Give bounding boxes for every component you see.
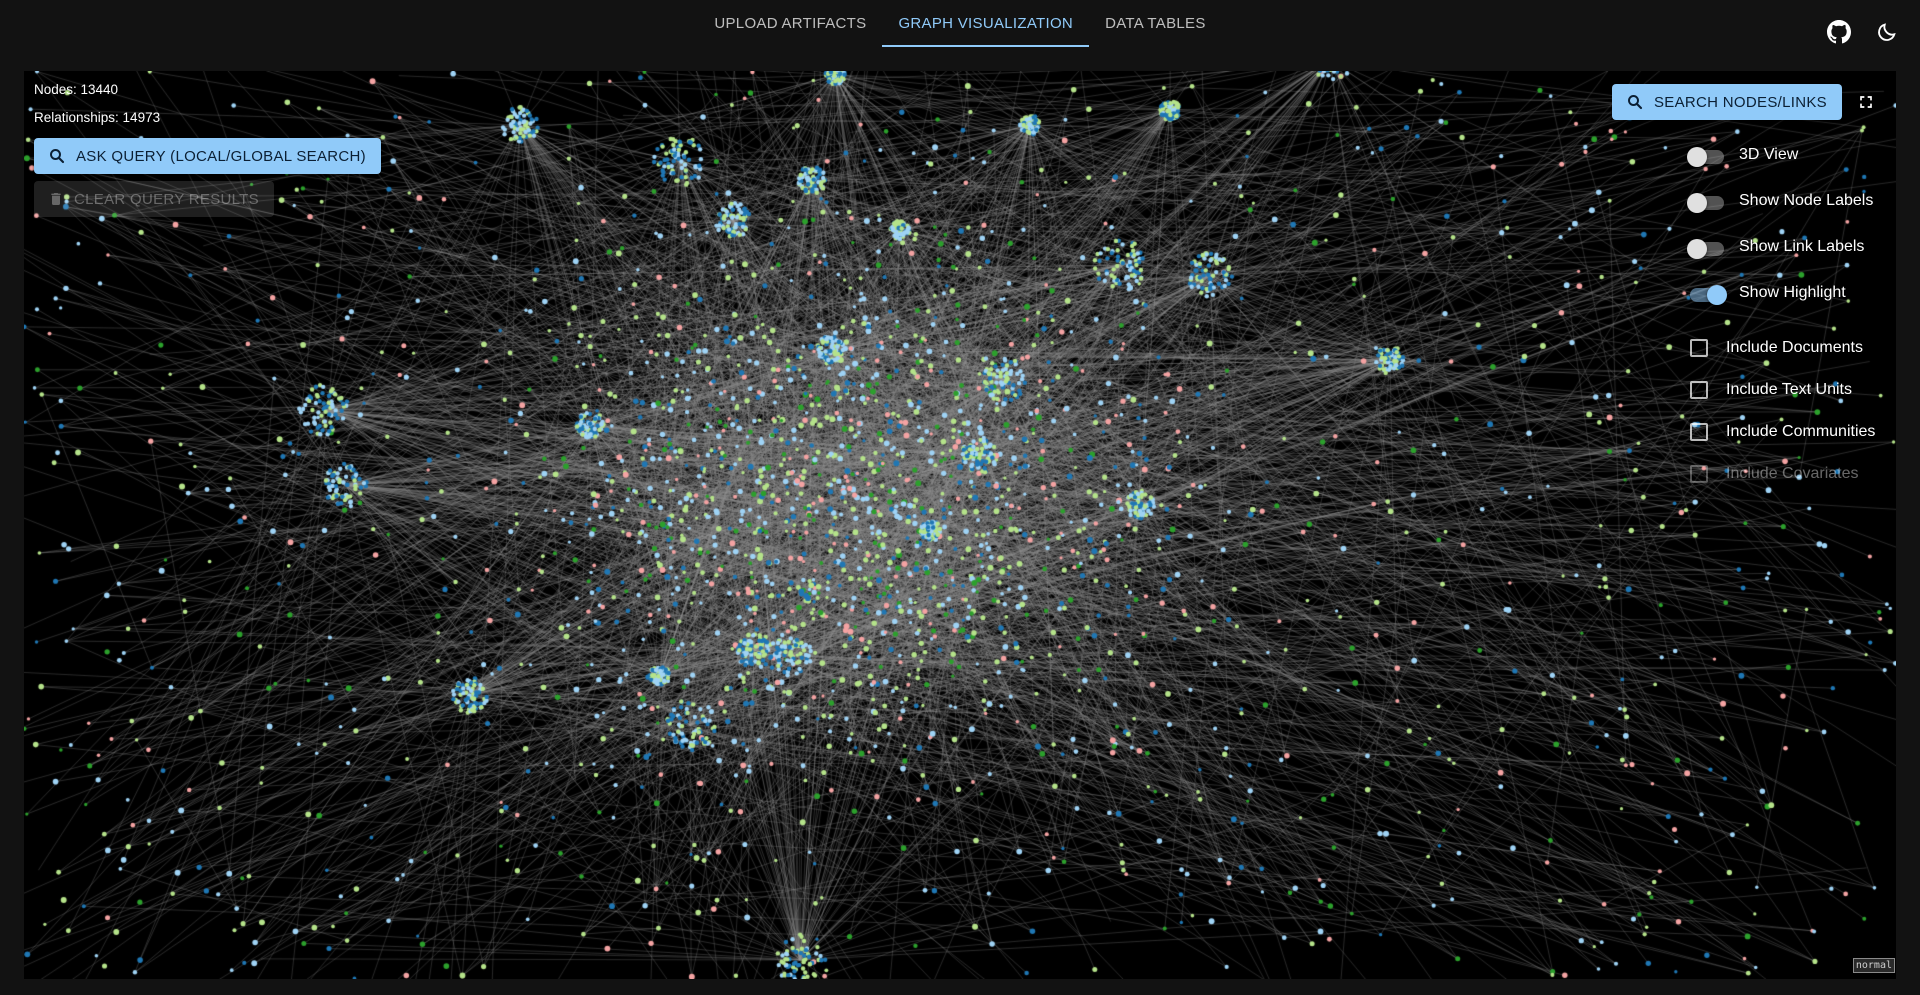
show-highlight-switch[interactable] xyxy=(1687,283,1727,305)
show-link-labels-label: Show Link Labels xyxy=(1739,238,1865,255)
tab-graph-visualization[interactable]: GRAPH VISUALIZATION xyxy=(882,0,1089,47)
github-icon[interactable] xyxy=(1826,19,1852,45)
checkbox-include-documents[interactable]: Include Documents xyxy=(1690,339,1863,357)
toggle-show-node-labels[interactable]: Show Node Labels xyxy=(1687,191,1874,213)
toggle-show-highlight[interactable]: Show Highlight xyxy=(1687,283,1846,305)
ask-query-label: ASK QUERY (LOCAL/GLOBAL SEARCH) xyxy=(76,147,366,165)
nodes-count: Nodes: 13440 xyxy=(34,82,119,97)
include-communities-label: Include Communities xyxy=(1726,423,1876,440)
include-text-units-label: Include Text Units xyxy=(1726,381,1852,398)
include-covariates-label: Include Covariates xyxy=(1726,465,1859,482)
search-icon xyxy=(1626,93,1644,111)
toggle-3d-view[interactable]: 3D View xyxy=(1687,145,1799,167)
trash-icon xyxy=(48,190,64,208)
search-icon xyxy=(48,147,66,165)
ask-query-button[interactable]: ASK QUERY (LOCAL/GLOBAL SEARCH) xyxy=(34,138,381,174)
moon-icon[interactable] xyxy=(1874,19,1900,45)
mode-badge: normal xyxy=(1852,958,1895,973)
checkbox-include-communities[interactable]: Include Communities xyxy=(1690,423,1875,441)
main-tabs: UPLOAD ARTIFACTS GRAPH VISUALIZATION DAT… xyxy=(0,0,1920,47)
include-documents-label: Include Documents xyxy=(1726,339,1863,356)
graph-canvas-area[interactable]: Nodes: 13440 Relationships: 14973 ASK QU… xyxy=(24,71,1896,979)
graph-network[interactable] xyxy=(24,71,1896,979)
tab-data-tables[interactable]: DATA TABLES xyxy=(1105,15,1206,32)
app-bar: UPLOAD ARTIFACTS GRAPH VISUALIZATION DAT… xyxy=(0,0,1920,71)
show-highlight-label: Show Highlight xyxy=(1739,284,1846,301)
3d-view-label: 3D View xyxy=(1739,146,1799,163)
show-node-labels-label: Show Node Labels xyxy=(1739,192,1874,209)
show-node-labels-switch[interactable] xyxy=(1687,191,1727,213)
checkbox-include-text-units[interactable]: Include Text Units xyxy=(1690,381,1852,399)
include-documents-checkbox[interactable] xyxy=(1690,339,1708,357)
show-link-labels-switch[interactable] xyxy=(1687,237,1727,259)
clear-query-button[interactable]: CLEAR QUERY RESULTS xyxy=(34,181,274,217)
checkbox-include-covariates[interactable]: Include Covariates xyxy=(1690,465,1859,483)
search-nodes-links-button[interactable]: SEARCH NODES/LINKS xyxy=(1612,84,1842,120)
include-text-units-checkbox[interactable] xyxy=(1690,381,1708,399)
include-covariates-checkbox[interactable] xyxy=(1690,465,1708,483)
tab-upload-artifacts[interactable]: UPLOAD ARTIFACTS xyxy=(714,15,867,32)
relationships-count: Relationships: 14973 xyxy=(34,110,161,125)
3d-view-switch[interactable] xyxy=(1687,145,1727,167)
clear-query-label: CLEAR QUERY RESULTS xyxy=(74,190,259,208)
search-nodes-links-label: SEARCH NODES/LINKS xyxy=(1654,93,1827,111)
fullscreen-icon[interactable] xyxy=(1853,89,1879,115)
include-communities-checkbox[interactable] xyxy=(1690,423,1708,441)
toggle-show-link-labels[interactable]: Show Link Labels xyxy=(1687,237,1865,259)
